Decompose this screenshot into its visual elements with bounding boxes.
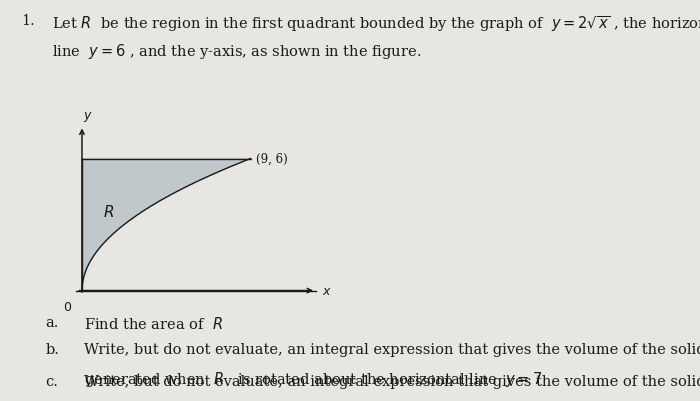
Text: a.: a. xyxy=(46,315,59,329)
Text: Find the area of  $R$: Find the area of $R$ xyxy=(84,315,223,331)
Text: b.: b. xyxy=(46,342,60,356)
Text: generated when  $R$   is rotated about the horizontal line  $y = 7$: generated when $R$ is rotated about the … xyxy=(84,369,542,388)
Text: (9, 6): (9, 6) xyxy=(256,153,288,166)
Text: Let $R$  be the region in the first quadrant bounded by the graph of  $y = 2\sqr: Let $R$ be the region in the first quadr… xyxy=(52,14,700,34)
Polygon shape xyxy=(82,159,251,291)
Text: $y$: $y$ xyxy=(83,110,92,124)
Text: $x$: $x$ xyxy=(322,284,332,297)
Text: $R$: $R$ xyxy=(103,204,114,220)
Text: line  $y = 6$ , and the y-axis, as shown in the figure.: line $y = 6$ , and the y-axis, as shown … xyxy=(52,42,422,61)
Text: Write, but do not evaluate, an integral expression that gives the volume of the : Write, but do not evaluate, an integral … xyxy=(84,374,700,388)
Text: 1.: 1. xyxy=(21,14,35,28)
Text: $0$: $0$ xyxy=(64,301,73,314)
Text: c.: c. xyxy=(46,374,58,388)
Text: Write, but do not evaluate, an integral expression that gives the volume of the : Write, but do not evaluate, an integral … xyxy=(84,342,700,356)
